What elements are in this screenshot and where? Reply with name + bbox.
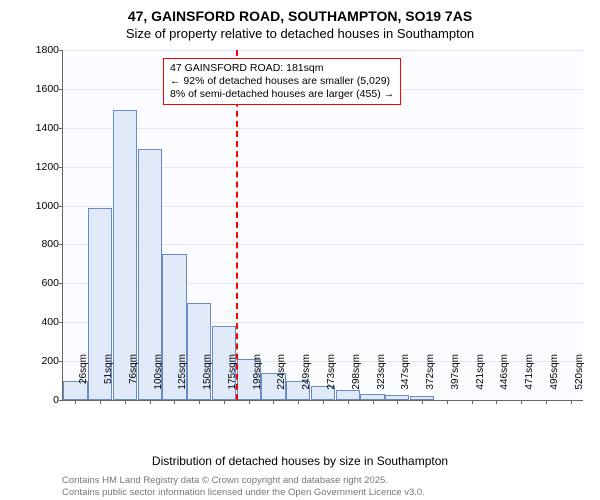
chart-container: { "chart": { "type": "histogram", "title… [0,0,600,500]
reference-info-box: 47 GAINSFORD ROAD: 181sqm ← 92% of detac… [163,58,401,105]
x-tick-mark [546,400,547,404]
x-tick-mark [174,400,175,404]
x-tick-mark [224,400,225,404]
x-tick-mark [496,400,497,404]
chart-subtitle: Size of property relative to detached ho… [0,26,600,41]
x-tick-mark [273,400,274,404]
credit-line-2: Contains public sector information licen… [62,487,425,498]
info-line-1: 47 GAINSFORD ROAD: 181sqm [170,62,394,75]
x-tick-mark [75,400,76,404]
x-tick-mark [397,400,398,404]
y-tick-mark [59,206,63,207]
x-tick-mark [249,400,250,404]
x-axis-label: Distribution of detached houses by size … [0,454,600,468]
y-tick-label: 1400 [25,122,63,134]
y-tick-label: 800 [25,238,63,250]
y-tick-label: 1800 [25,44,63,56]
info-line-3: 8% of semi-detached houses are larger (4… [170,88,394,101]
y-tick-label: 400 [25,316,63,328]
x-tick-mark [100,400,101,404]
info-line-2: ← 92% of detached houses are smaller (5,… [170,75,394,88]
gridline [63,50,583,51]
x-tick-label: 446sqm [499,354,510,404]
y-tick-mark [59,361,63,362]
x-tick-label: 421sqm [475,354,486,404]
x-tick-mark [125,400,126,404]
x-tick-mark [521,400,522,404]
x-tick-label: 372sqm [425,354,436,404]
x-tick-mark [447,400,448,404]
y-tick-label: 1200 [25,161,63,173]
y-tick-label: 1000 [25,200,63,212]
x-tick-mark [199,400,200,404]
x-tick-label: 520sqm [574,354,585,404]
y-tick-mark [59,322,63,323]
x-tick-label: 397sqm [450,354,461,404]
y-tick-label: 1600 [25,83,63,95]
x-tick-label: 471sqm [524,354,535,404]
y-tick-mark [59,89,63,90]
y-tick-label: 0 [25,394,63,406]
plot-area: 02004006008001000120014001600180026sqm51… [62,50,583,401]
y-tick-label: 200 [25,355,63,367]
y-tick-mark [59,167,63,168]
y-tick-mark [59,400,63,401]
x-tick-mark [373,400,374,404]
x-tick-mark [472,400,473,404]
x-tick-label: 495sqm [549,354,560,404]
y-tick-mark [59,244,63,245]
x-tick-mark [571,400,572,404]
x-tick-mark [422,400,423,404]
y-tick-mark [59,128,63,129]
x-tick-mark [323,400,324,404]
credit-line-1: Contains HM Land Registry data © Crown c… [62,475,388,486]
x-tick-mark [150,400,151,404]
y-tick-mark [59,283,63,284]
x-tick-mark [298,400,299,404]
y-tick-mark [59,50,63,51]
gridline [63,128,583,129]
y-tick-label: 600 [25,277,63,289]
x-tick-mark [348,400,349,404]
chart-title: 47, GAINSFORD ROAD, SOUTHAMPTON, SO19 7A… [0,8,600,24]
